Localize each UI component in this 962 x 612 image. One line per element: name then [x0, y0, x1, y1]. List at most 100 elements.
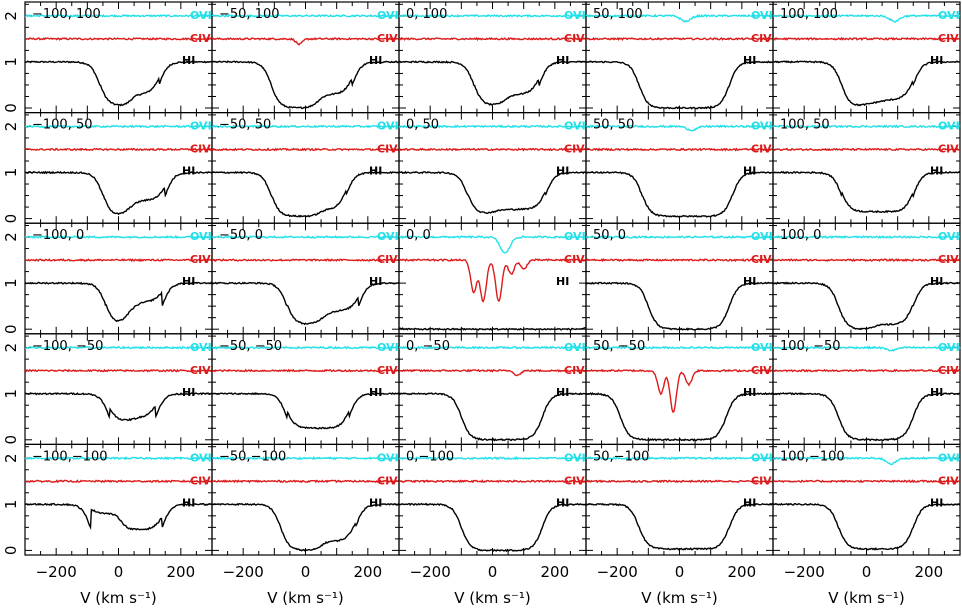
y-tick-label: 1 — [2, 168, 20, 178]
ion-label-hi: HI — [743, 496, 756, 509]
ion-label-hi: HI — [182, 496, 195, 509]
spectrum-hi — [398, 392, 587, 442]
spectrum-ovi — [212, 124, 400, 129]
spectrum-ovi — [398, 13, 587, 18]
ion-label-hi: HI — [369, 496, 382, 509]
spectrum-civ — [585, 479, 773, 484]
ion-label-civ: CIV — [377, 143, 398, 156]
spectrum-hi — [398, 60, 587, 107]
spectrum-civ — [585, 258, 774, 263]
panel-coordinate-label: 100, 100 — [780, 7, 838, 22]
panel-21: −100,−100 OVI CIV HI 0 1 2 −200 0 200 V (km s⁻¹) — [2, 443, 213, 607]
spectrum-civ — [24, 368, 213, 373]
x-tick-label: −200 — [410, 563, 451, 581]
panel-4: 50, 100 OVI CIV HI — [585, 1, 774, 114]
x-tick-label: 0 — [862, 563, 872, 581]
y-tick-label: 2 — [2, 11, 20, 21]
panel-23: 0,−100 OVI CIV HI −200 0 200 V (km s⁻¹) — [398, 443, 587, 607]
spectrum-civ — [211, 36, 400, 46]
panel-coordinate-label: −100, 0 — [32, 228, 84, 243]
y-tick-label: 2 — [2, 232, 20, 242]
panel-10: 100, 50 OVI CIV HI — [772, 111, 961, 224]
panel-17: −50, −50 OVI CIV HI — [211, 333, 400, 445]
panel-coordinate-label: 50,−100 — [593, 449, 649, 464]
spectrum-ovi — [398, 124, 587, 129]
ion-label-civ: CIV — [564, 32, 585, 45]
ion-label-hi: HI — [930, 386, 943, 399]
panel-16: −100, −50 OVI CIV HI 0 1 2 — [2, 333, 213, 445]
ion-label-civ: CIV — [190, 474, 211, 487]
panel-19: 50, −50 OVI CIV HI — [585, 333, 774, 445]
ion-label-ovi: OVI — [751, 341, 773, 354]
spectrum-ovi — [772, 13, 961, 23]
y-tick-label: 2 — [2, 343, 20, 353]
x-axis-title: V (km s⁻¹) — [80, 589, 157, 607]
ion-label-hi: HI — [182, 165, 195, 178]
panel-coordinate-label: 100, 0 — [780, 228, 821, 243]
ion-label-ovi: OVI — [938, 120, 960, 133]
spectrum-ovi — [772, 235, 961, 240]
x-tick-label: 0 — [488, 563, 498, 581]
spectrum-hi — [772, 502, 961, 551]
panel-coordinate-label: 0, −50 — [406, 339, 450, 354]
spectrum-civ — [24, 147, 213, 152]
spectrum-ovi — [772, 345, 961, 352]
spectrum-ovi — [24, 234, 213, 239]
ion-label-hi: HI — [556, 165, 569, 178]
panel-7: −50, 50 OVI CIV HI — [211, 111, 400, 224]
spectrum-hi — [24, 392, 213, 422]
y-tick-label: 1 — [2, 389, 20, 399]
ion-label-hi: HI — [556, 54, 569, 67]
spectrum-civ — [211, 368, 400, 373]
spectrum-hi — [24, 60, 213, 107]
panel-coordinate-label: −50, −50 — [219, 339, 282, 354]
spectrum-ovi — [211, 234, 400, 240]
spectrum-civ — [772, 147, 961, 152]
ion-label-ovi: OVI — [190, 9, 212, 22]
spectrum-hi — [398, 170, 587, 215]
spectrum-civ — [585, 147, 774, 152]
y-tick-label: 0 — [2, 546, 20, 556]
ion-label-ovi: OVI — [377, 9, 399, 22]
spectrum-civ — [772, 479, 961, 484]
spectrum-civ — [772, 258, 961, 263]
ion-label-civ: CIV — [938, 364, 959, 377]
spectrum-ovi — [772, 124, 961, 129]
x-tick-label: 200 — [541, 563, 570, 581]
spectrum-hi — [585, 60, 774, 110]
x-axis-title: V (km s⁻¹) — [641, 589, 718, 607]
spectrum-hi — [211, 392, 400, 430]
ion-label-ovi: OVI — [564, 120, 586, 133]
panel-8: 0, 50 OVI CIV HI — [398, 111, 587, 224]
panel-18: 0, −50 OVI CIV HI — [398, 333, 587, 445]
spectrum-ovi — [585, 456, 774, 461]
spectrum-hi — [25, 502, 213, 531]
panel-coordinate-label: 100, 50 — [780, 118, 830, 133]
ion-label-ovi: OVI — [938, 9, 960, 22]
spectrum-ovi — [585, 13, 774, 23]
ion-label-hi: HI — [182, 275, 195, 288]
panel-coordinate-label: −50, 0 — [219, 228, 263, 243]
spectrum-ovi — [398, 235, 587, 254]
panel-9: 50, 50 OVI CIV HI — [585, 111, 774, 224]
spectrum-civ — [24, 479, 212, 484]
spectrum-ovi — [211, 13, 400, 18]
spectrum-hi — [585, 392, 774, 442]
ion-label-ovi: OVI — [938, 341, 960, 354]
spectrum-ovi — [211, 456, 400, 461]
ion-label-civ: CIV — [190, 253, 211, 266]
spectrum-ovi — [211, 345, 400, 350]
spectrum-hi — [398, 502, 587, 553]
ion-label-ovi: OVI — [190, 341, 212, 354]
panel-3: 0, 100 OVI CIV HI — [398, 1, 587, 114]
ion-label-civ: CIV — [751, 364, 772, 377]
spectrum-ovi — [585, 234, 774, 240]
panel-coordinate-label: 50, −50 — [593, 339, 645, 354]
y-tick-label: 1 — [2, 278, 20, 288]
ion-label-ovi: OVI — [751, 9, 773, 22]
spectrum-hi — [772, 170, 961, 214]
spectrum-ovi — [24, 456, 212, 461]
ion-label-civ: CIV — [190, 364, 211, 377]
ion-label-ovi: OVI — [377, 341, 399, 354]
